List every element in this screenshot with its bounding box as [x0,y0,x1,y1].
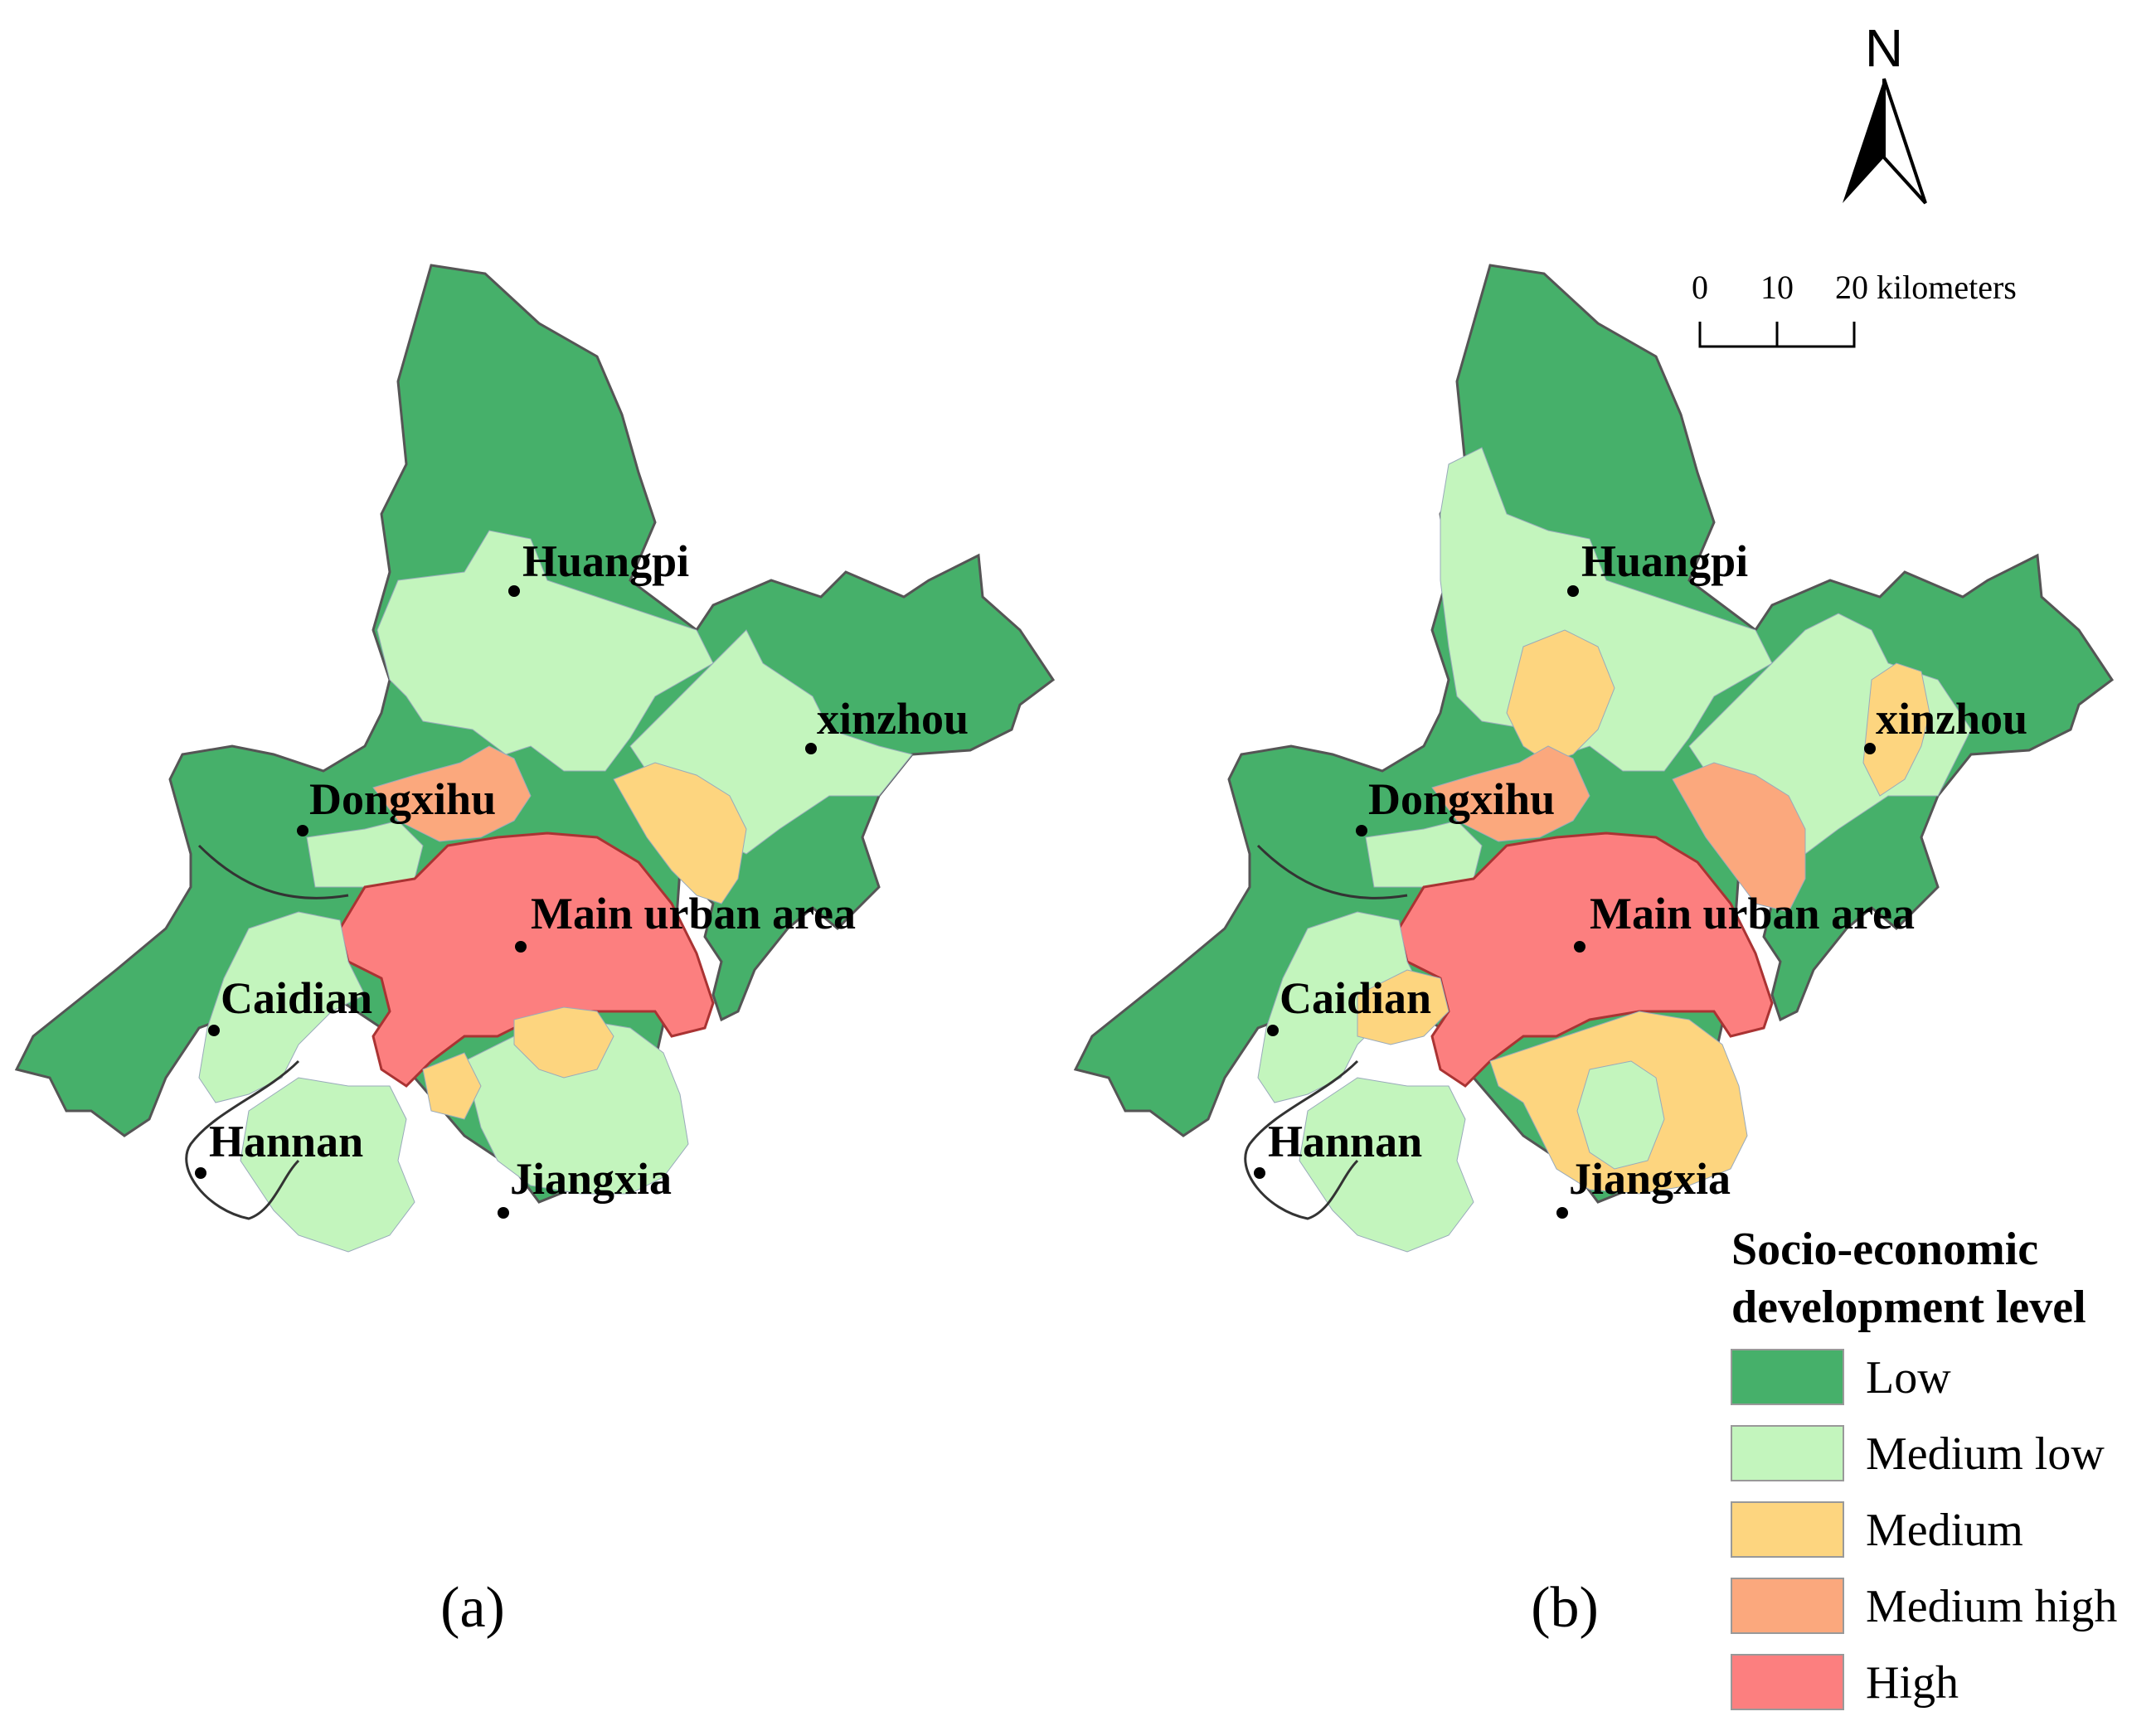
scale-tick-10: 10 [1760,269,1794,306]
zone-main-urban [338,831,715,1088]
legend-swatch-medium [1731,1501,1844,1558]
marker-main-urban [1574,941,1585,953]
zone-jiangxia-center [1576,1060,1665,1170]
zone-caidian-medium [1357,969,1449,1045]
scale-bar: 0 10 20 kilometers [1692,269,2017,348]
legend-label-high: High [1866,1657,1959,1709]
label-xinzhou: xinzhou [817,694,969,744]
label-huangpi: Huangpi [522,536,689,586]
zone-dongxihu-west [1365,820,1483,888]
marker-caidian [1267,1025,1279,1036]
marker-hannan [195,1167,206,1179]
label-hannan: Hannan [1268,1117,1422,1166]
marker-huangpi [508,585,520,597]
zone-jiangxia-patch-west [422,1052,482,1120]
marker-xinzhou [805,743,817,754]
legend: Socio-economic development level Low Med… [1731,1224,2117,1710]
legend-swatch-medium-high [1731,1578,1844,1634]
panel-b-place-markers [1254,585,1876,1219]
zone-xinzhou-south [1672,762,1806,913]
marker-caidian [208,1025,220,1036]
panel-b-place-labels: Huangpi xinzhou Dongxihu Main urban area… [1268,536,2027,1204]
river-line [185,844,349,1220]
scale-tick-0: 0 [1692,269,1708,306]
map-panel-b: Huangpi xinzhou Dongxihu Main urban area… [1073,264,2115,1640]
north-arrow-label: N [1865,18,1903,78]
zone-xinzhou-medium [1862,662,1930,797]
scale-bar-line [1698,322,1856,348]
marker-dongxihu [297,825,308,836]
marker-jiangxia [498,1207,509,1219]
marker-main-urban [515,941,527,953]
zone-caidian-center [1257,911,1425,1103]
zone-huangpi-medium [1506,629,1615,764]
label-huangpi: Huangpi [1581,536,1748,586]
panel-b-caption: (b) [1531,1576,1599,1640]
north-arrow-right-half [1882,78,1927,205]
river-line [1244,844,1408,1220]
zone-xinzhou-south [613,762,747,904]
marker-dongxihu [1356,825,1367,836]
legend-title-line1: Socio-economic [1731,1224,2038,1275]
marker-hannan [1254,1167,1265,1179]
legend-swatch-medium-low [1731,1425,1844,1481]
panel-a-regions [14,264,1056,1253]
zone-huangpi-center [376,530,714,772]
label-main-urban: Main urban area [531,889,856,938]
zone-caidian-center [198,911,366,1103]
legend-label-medium-high: Medium high [1866,1581,2117,1632]
zone-dongxihu [1431,745,1590,842]
label-xinzhou: xinzhou [1876,694,2027,744]
map-panel-a: Huangpi xinzhou Dongxihu Main urban area… [14,264,1056,1640]
north-arrow-left-half [1843,79,1884,203]
legend-swatch-high [1731,1654,1844,1710]
north-arrow: N [1843,18,1927,205]
marker-jiangxia [1556,1207,1568,1219]
label-jiangxia: Jiangxia [510,1154,672,1204]
label-jiangxia: Jiangxia [1569,1154,1731,1204]
label-caidian: Caidian [221,973,372,1023]
panel-a-place-labels: Huangpi xinzhou Dongxihu Main urban area… [209,536,969,1204]
label-dongxihu: Dongxihu [309,774,496,824]
zone-dongxihu [372,745,532,842]
label-dongxihu: Dongxihu [1368,774,1555,824]
zone-dongxihu-west [306,820,424,888]
legend-label-low: Low [1866,1352,1951,1404]
zone-jiangxia-patch [513,1006,614,1079]
panel-a-caption: (a) [440,1576,505,1640]
marker-huangpi [1567,585,1579,597]
scale-tick-20: 20 kilometers [1835,269,2017,306]
legend-label-medium-low: Medium low [1866,1428,2105,1480]
legend-label-medium: Medium [1866,1505,2023,1556]
label-caidian: Caidian [1280,973,1431,1023]
panel-b-regions [1073,264,2115,1253]
label-main-urban: Main urban area [1590,889,1915,938]
label-hannan: Hannan [209,1117,363,1166]
marker-xinzhou [1864,743,1876,754]
zone-main-urban [1397,831,1774,1088]
legend-title-line2: development level [1731,1282,2086,1333]
zone-hannan [240,1077,415,1253]
legend-swatch-low [1731,1349,1844,1405]
zone-hannan [1299,1077,1474,1253]
panel-a-place-markers [195,585,817,1219]
